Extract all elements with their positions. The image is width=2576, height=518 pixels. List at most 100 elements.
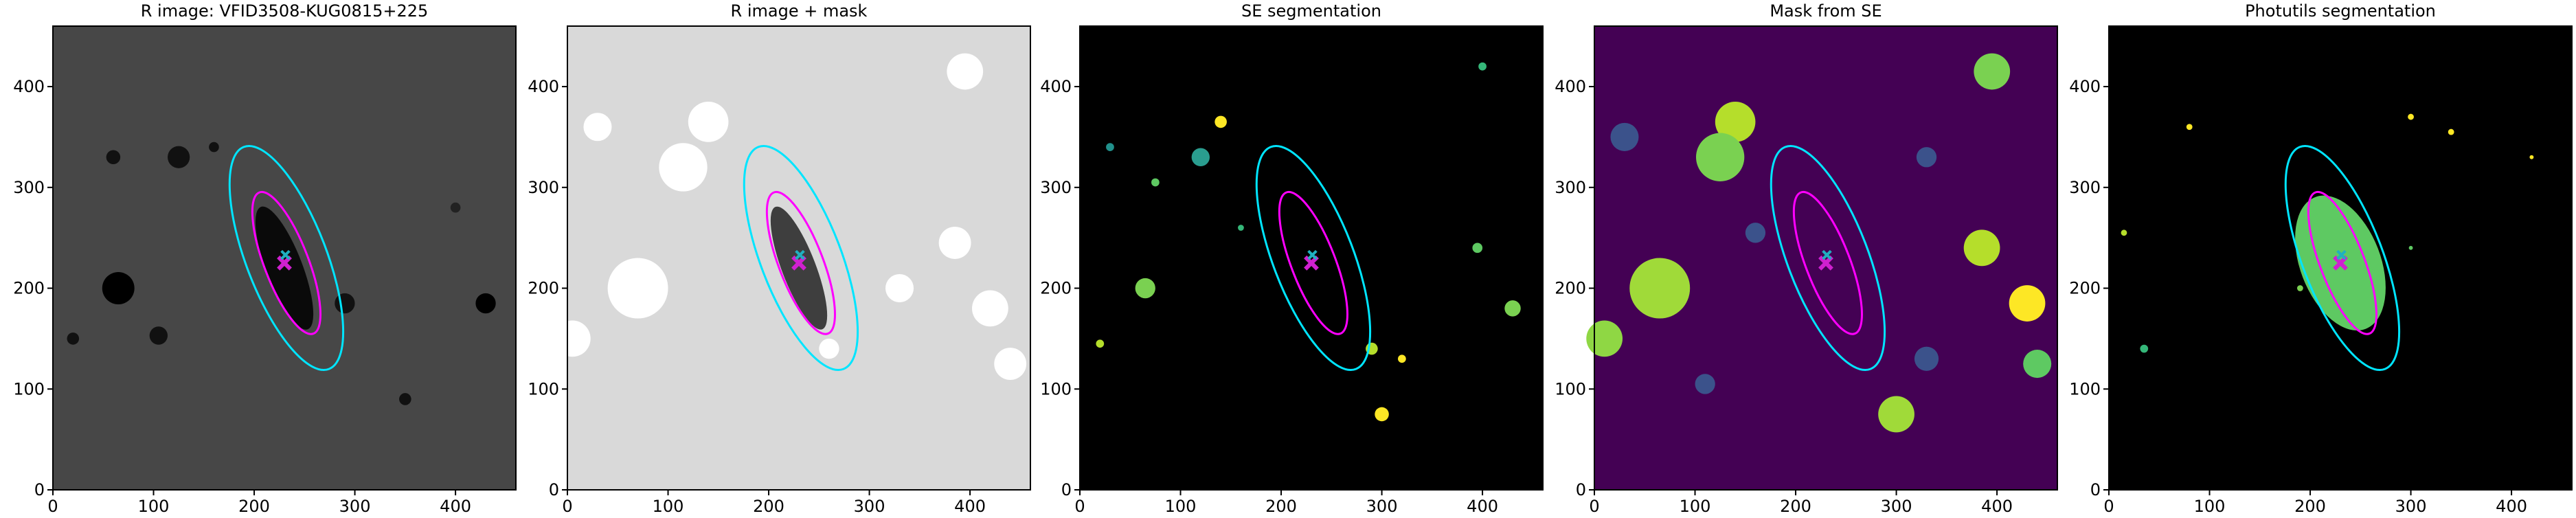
x-tick-label: 300 [854,497,885,515]
panel: R image: VFID3508-KUG0815+225 0 100 200 300 4… [13,1,517,516]
panel-title: Mask from SE [1770,1,1882,21]
source [168,146,190,168]
x-tick-label: 100 [138,497,170,515]
y-tick-label: 300 [1040,178,1072,197]
y-tick-label: 200 [528,279,559,298]
panel-title: R image + mask [731,1,868,21]
y-tick-label: 100 [528,379,559,398]
source [2408,245,2413,250]
axes-frame [1079,25,1544,491]
y-tick-label: 200 [1040,279,1072,298]
x-tick-label: 300 [1366,497,1398,515]
outer-ellipse [2262,133,2422,383]
x-tick-label: 0 [1589,497,1599,515]
galaxy [255,206,314,330]
y-tick-label: 200 [13,279,45,298]
source [688,102,729,142]
y-tick-label: 300 [528,178,559,197]
y-tick-label: 0 [1576,480,1586,499]
image-background [1080,26,1543,490]
y-tick-label: 100 [13,379,45,398]
y-tick-label: 200 [2069,279,2101,298]
y-tick-label: 0 [34,480,45,499]
source [2296,285,2303,291]
galaxy [770,206,828,330]
x-tick-label: 0 [2103,497,2114,515]
panel-title: R image: VFID3508-KUG0815+225 [141,1,429,21]
source [1398,354,1406,363]
source [659,143,708,192]
source [2121,229,2127,236]
source [1629,258,1691,319]
x-tick-label: 200 [753,497,784,515]
y-tick-label: 100 [1040,379,1072,398]
panel: R image + mask 0 100 200 300 400 0 100 200 300 400 [528,1,1031,516]
image-content [554,53,1027,383]
source [1963,229,2000,267]
inner-ellipse [1265,185,1361,342]
image-content [2121,113,2534,384]
y-tick-label: 400 [1040,77,1072,96]
source [947,53,984,90]
axes-frame [1594,25,2058,491]
y-tick-label: 0 [2090,480,2101,499]
center-marker [2338,251,2346,259]
y-tick-label: 400 [528,77,559,96]
outer-ellipse [1748,133,1908,383]
x-tick-label: 400 [954,497,986,515]
source [2408,113,2414,120]
inner-ellipse [2294,185,2390,342]
x-tick-label: 100 [2194,497,2226,515]
x-tick-label: 200 [238,497,270,515]
source [335,293,355,314]
y-tick-label: 300 [1555,178,1586,197]
source [1214,115,1227,128]
x-tick-label: 100 [653,497,684,515]
axes-frame [2108,25,2573,491]
source [1504,300,1521,317]
x-tick-label: 0 [562,497,572,515]
source [938,227,971,259]
panel-title: SE segmentation [1241,1,1381,21]
image-content [67,133,496,405]
source [1610,122,1639,151]
inner-ellipse [753,185,848,342]
y-tick-label: 400 [13,77,45,96]
source [1715,102,1756,142]
source [209,142,219,153]
source [475,293,496,314]
outer-ellipse [721,133,881,383]
source [2023,350,2052,379]
source [1472,243,1483,254]
panel: Mask from SE 0 100 200 300 400 0 100 200 300 400 [1555,1,2058,516]
panel: Photutils segmentation 0 100 200 300 400 0 100 2… [2069,1,2573,516]
y-tick-label: 100 [2069,379,2101,398]
source [1914,346,1939,371]
source [1191,148,1210,166]
y-tick-label: 100 [1555,379,1586,398]
x-tick-label: 400 [1467,497,1498,515]
source [1135,278,1155,299]
x-tick-label: 300 [339,497,371,515]
source [2140,344,2149,353]
source [2186,124,2193,131]
y-tick-label: 400 [1555,77,1586,96]
center-marker [282,251,290,259]
y-tick-label: 300 [13,178,45,197]
source [1096,339,1105,348]
y-tick-label: 400 [2069,77,2101,96]
outer-ellipse [1233,133,1393,383]
source [1375,407,1389,422]
source [1586,320,1623,357]
panel: SE segmentation 0 100 200 300 400 0 100 200 300 40… [1040,1,1544,516]
outer-ellipse [206,133,366,383]
center-marker [1823,251,1831,259]
source [1238,225,1244,231]
image-content [1586,53,2052,433]
source [1916,147,1937,168]
x-tick-label: 400 [1981,497,2013,515]
source [994,348,1027,381]
x-tick-label: 0 [1074,497,1085,515]
x-tick-label: 200 [2294,497,2326,515]
